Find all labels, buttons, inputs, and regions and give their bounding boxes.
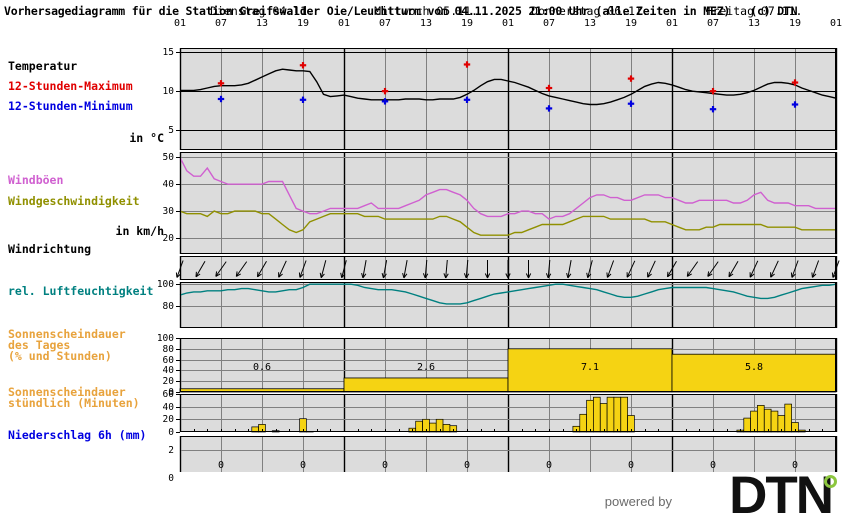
hour-label: 07 xyxy=(539,18,559,29)
day-label-1: Mittwoch 05.11. xyxy=(344,4,508,18)
sunshine-daily-bar xyxy=(672,354,836,392)
sunshine-daily-value: 2.6 xyxy=(344,362,508,373)
sunshine-daily-value: 5.8 xyxy=(672,362,836,373)
dtn-logo: DTN xyxy=(729,470,832,522)
forecast-chart: Temperatur 12-Stunden-Maximum 12-Stunden… xyxy=(0,22,850,472)
hour-label: 19 xyxy=(457,18,477,29)
dtn-logo-dot-icon xyxy=(824,475,837,488)
day-label-3: Freitag 07.11. xyxy=(672,4,836,18)
hour-label: 07 xyxy=(703,18,723,29)
hour-label: 13 xyxy=(416,18,436,29)
sunshine-hourly-bar xyxy=(593,397,600,432)
hour-label: 19 xyxy=(621,18,641,29)
day-label-0: Dienstag 04.11. xyxy=(180,4,344,18)
temperature-ytick: 15 xyxy=(146,47,174,58)
sunshine-daily-ytick: 100 xyxy=(146,333,174,344)
sunshine-hourly-bar xyxy=(416,421,423,432)
sunshine-daily-ytick: 40 xyxy=(146,365,174,376)
sunshine-hourly-ytick: 0 xyxy=(146,427,174,438)
sunshine-hourly-bar xyxy=(614,397,621,432)
hour-label: 13 xyxy=(744,18,764,29)
sunshine-daily-ytick: 80 xyxy=(146,344,174,355)
hour-label: 01 xyxy=(662,18,682,29)
hour-label: 13 xyxy=(252,18,272,29)
hour-label: 19 xyxy=(293,18,313,29)
sunshine-hourly-bar xyxy=(607,397,614,432)
temperature-ytick: 10 xyxy=(146,86,174,97)
precipitation-value: 0 xyxy=(590,460,672,471)
humidity-ytick: 80 xyxy=(146,301,174,312)
sunshine-hourly-bar xyxy=(744,418,751,432)
sunshine-hourly-ytick: 40 xyxy=(146,402,174,413)
hour-label: 01 xyxy=(170,18,190,29)
precipitation-value: 0 xyxy=(262,460,344,471)
sunshine-daily-bar xyxy=(344,378,508,392)
sunshine-hourly-ytick: 20 xyxy=(146,414,174,425)
chart-svg xyxy=(0,22,850,472)
sunshine-hourly-bar xyxy=(771,411,778,432)
day-label-2: Donnerstag 06.11. xyxy=(508,4,672,18)
sunshine-hourly-bar xyxy=(764,409,771,432)
hour-label: 19 xyxy=(785,18,805,29)
hour-label: 01 xyxy=(334,18,354,29)
hour-label: 01 xyxy=(826,18,846,29)
sunshine-daily-ytick: 60 xyxy=(146,355,174,366)
wind-ytick: 20 xyxy=(146,233,174,244)
sunshine-hourly-bar xyxy=(757,405,764,432)
wind-ytick: 50 xyxy=(146,152,174,163)
sunshine-hourly-bar xyxy=(751,411,758,432)
hour-label: 07 xyxy=(211,18,231,29)
sunshine-hourly-bar xyxy=(621,397,628,432)
sunshine-hourly-bar xyxy=(785,404,792,432)
sunshine-hourly-bar xyxy=(600,404,607,433)
sunshine-hourly-bar xyxy=(580,414,587,432)
sunshine-hourly-bar xyxy=(429,423,436,432)
sunshine-hourly-bar xyxy=(436,419,443,432)
precipitation-ytick: 2 xyxy=(146,445,174,456)
wind-ytick: 40 xyxy=(146,179,174,190)
sunshine-daily-value: 0.6 xyxy=(180,362,344,373)
temperature-ytick: 5 xyxy=(146,125,174,136)
precipitation-value: 0 xyxy=(426,460,508,471)
powered-by-text: powered by xyxy=(605,494,672,509)
precipitation-value: 0 xyxy=(344,460,426,471)
sunshine-hourly-bar xyxy=(587,400,594,432)
precipitation-value: 0 xyxy=(180,460,262,471)
sunshine-daily-ytick: 20 xyxy=(146,376,174,387)
sunshine-hourly-bar xyxy=(443,424,450,432)
sunshine-daily-value: 7.1 xyxy=(508,362,672,373)
hour-label: 13 xyxy=(580,18,600,29)
precipitation-value: 0 xyxy=(508,460,590,471)
sunshine-hourly-ytick: 60 xyxy=(146,389,174,400)
wind-ytick: 30 xyxy=(146,206,174,217)
hour-label: 01 xyxy=(498,18,518,29)
hour-label: 07 xyxy=(375,18,395,29)
humidity-ytick: 100 xyxy=(146,279,174,290)
footer: powered by DTN xyxy=(0,472,850,524)
